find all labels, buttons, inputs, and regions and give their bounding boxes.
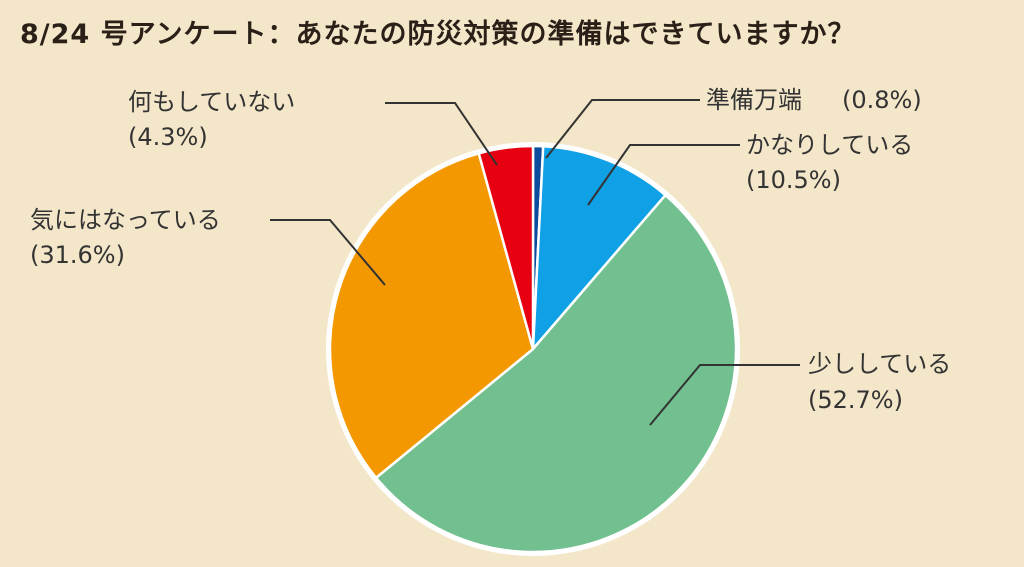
slice-value-1: (10.5%) — [746, 166, 841, 194]
slice-label-1: かなりしている — [746, 131, 913, 159]
slice-label-4: 何もしていない — [128, 88, 295, 116]
leader-line-3 — [270, 219, 386, 286]
leader-line-1 — [587, 144, 740, 206]
chart-title: 8/24 号アンケート：あなたの防災対策の準備はできていますか？ — [20, 19, 856, 50]
slice-label-2: 少ししている — [808, 350, 951, 378]
slice-value-2: (52.7%) — [808, 386, 903, 414]
slice-value-3: (31.6%) — [30, 241, 125, 269]
pie-slice-4 — [477, 144, 535, 351]
pie-slice-1 — [531, 145, 667, 351]
leader-line-2 — [649, 364, 800, 426]
pie-slice-2 — [374, 193, 738, 554]
pie-slice-3 — [328, 152, 535, 480]
leader-line-0 — [545, 99, 700, 159]
slice-label-3: 気にはなっている — [30, 206, 221, 234]
leader-line-4 — [385, 102, 498, 166]
slice-value-4: (4.3%) — [128, 123, 208, 151]
slice-label-0: 準備万端 — [706, 86, 802, 114]
slice-value-0: (0.8%) — [842, 86, 922, 114]
